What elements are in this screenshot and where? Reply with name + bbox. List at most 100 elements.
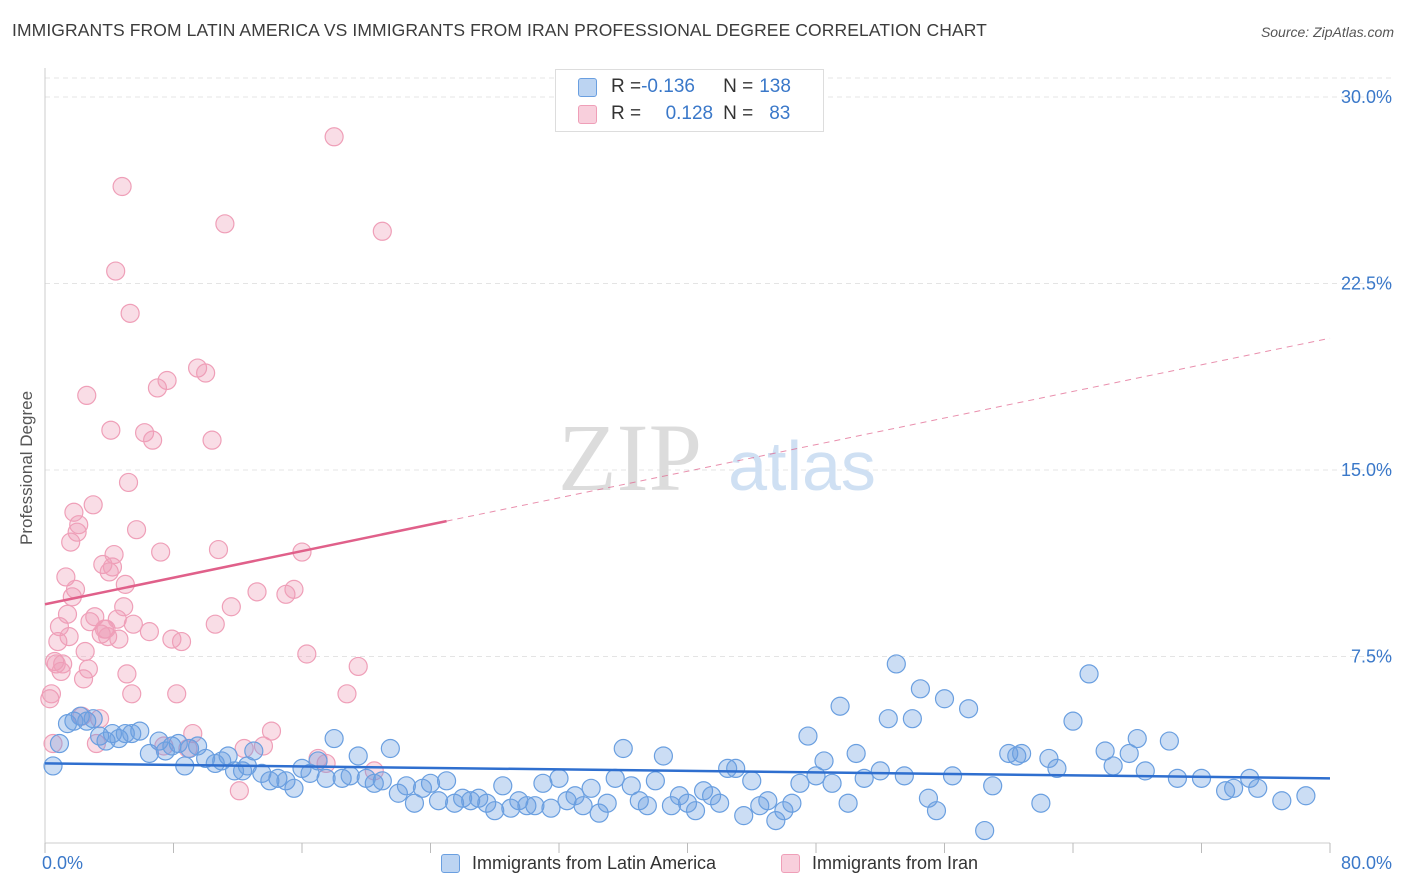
data-point-latin	[109, 728, 129, 749]
y-tick-label: 30.0%	[1341, 87, 1392, 107]
y-tick-label: 15.0%	[1341, 460, 1392, 480]
data-point-iran	[208, 539, 229, 560]
data-point-latin	[541, 798, 561, 818]
data-point-latin	[669, 786, 690, 806]
data-point-iran	[171, 631, 192, 652]
data-point-latin	[525, 796, 545, 816]
data-point-latin	[581, 778, 601, 798]
data-point-iran	[78, 659, 98, 679]
data-point-latin	[886, 654, 906, 674]
data-point-latin	[1248, 778, 1268, 798]
data-point-iran	[297, 644, 317, 664]
data-point-iran	[143, 430, 163, 450]
data-point-iran	[284, 579, 304, 599]
axes	[44, 68, 1331, 853]
data-point-iran	[123, 614, 143, 634]
data-point-iran	[120, 303, 140, 323]
data-point-iran	[372, 221, 392, 241]
data-point-iran	[115, 574, 135, 594]
data-point-latin	[645, 771, 665, 791]
data-point-iran	[202, 430, 222, 450]
data-point-latin	[340, 766, 360, 786]
data-point-iran	[104, 544, 124, 565]
data-point-latin	[380, 738, 400, 759]
data-point-iran	[51, 661, 71, 682]
data-point-latin	[597, 793, 617, 813]
data-point-iran	[229, 781, 249, 801]
data-point-iran	[114, 597, 134, 617]
data-point-latin	[196, 748, 216, 769]
data-point-latin	[942, 766, 963, 786]
data-point-latin	[710, 793, 730, 813]
data-point-latin	[1272, 791, 1292, 811]
data-point-latin	[1011, 743, 1032, 764]
data-point-latin	[1103, 756, 1123, 776]
data-point-latin	[830, 696, 850, 716]
trend-line-iran	[44, 519, 447, 606]
data-point-iran	[64, 502, 84, 522]
data-point-iran	[337, 684, 357, 704]
data-point-latin	[396, 776, 417, 796]
y-axis-label: Professional Degree	[17, 390, 36, 545]
data-point-iran	[139, 622, 160, 642]
legend-row-latin: R = -0.136 N = 138	[578, 75, 791, 99]
data-point-latin	[501, 798, 521, 818]
data-point-latin	[179, 738, 200, 759]
data-point-iran	[41, 684, 62, 704]
data-point-latin	[284, 778, 304, 798]
data-point-latin	[1063, 711, 1083, 731]
data-point-latin	[83, 709, 103, 729]
data-point-iran	[112, 176, 132, 197]
data-point-latin	[533, 773, 553, 793]
data-point-latin	[1095, 741, 1115, 761]
data-point-latin	[878, 709, 898, 729]
data-point-latin	[814, 751, 834, 771]
legend-label-latin: Immigrants from Latin America	[472, 853, 717, 873]
data-point-latin	[613, 738, 633, 759]
data-point-latin	[461, 791, 481, 811]
data-point-iran	[134, 423, 155, 443]
legend-swatch-iran	[781, 854, 800, 873]
data-point-latin	[958, 699, 979, 719]
data-point-iran	[122, 684, 142, 704]
data-point-iran	[53, 654, 73, 674]
data-point-latin	[268, 768, 288, 788]
data-point-iran	[215, 214, 235, 234]
y-tick-label: 7.5%	[1351, 647, 1392, 667]
data-point-latin	[1119, 743, 1139, 764]
r-label: R =	[611, 103, 642, 124]
data-point-iran	[98, 627, 118, 647]
data-point-latin	[742, 771, 762, 791]
data-point-latin	[838, 793, 858, 813]
series-latin-points	[43, 654, 1316, 841]
r-value-iran: 0.128	[665, 103, 714, 124]
data-point-latin	[43, 756, 63, 776]
data-point-latin	[485, 801, 505, 821]
data-point-latin	[1191, 768, 1212, 788]
data-point-latin	[975, 820, 995, 841]
data-point-latin	[130, 721, 150, 741]
trend-line-iran-extrapolated	[446, 337, 1331, 522]
data-point-latin	[1079, 664, 1099, 684]
data-point-latin	[934, 689, 955, 709]
data-point-latin	[910, 679, 931, 699]
data-point-latin	[1031, 793, 1051, 813]
data-point-iran	[43, 733, 63, 754]
data-point-latin	[1127, 728, 1147, 749]
data-point-iran	[57, 604, 78, 624]
data-point-latin	[49, 733, 70, 754]
data-point-latin	[428, 791, 449, 811]
data-point-latin	[766, 811, 786, 831]
data-point-latin	[316, 768, 336, 788]
x-tick-label: 0.0%	[42, 853, 83, 873]
data-point-latin	[822, 773, 842, 793]
data-point-latin	[637, 796, 657, 816]
data-point-iran	[118, 472, 139, 493]
data-point-iran	[348, 656, 368, 677]
data-point-latin	[168, 733, 188, 754]
data-point-latin	[1215, 781, 1236, 801]
data-point-latin	[798, 726, 818, 746]
data-point-latin	[404, 793, 425, 813]
data-point-latin	[149, 731, 169, 751]
